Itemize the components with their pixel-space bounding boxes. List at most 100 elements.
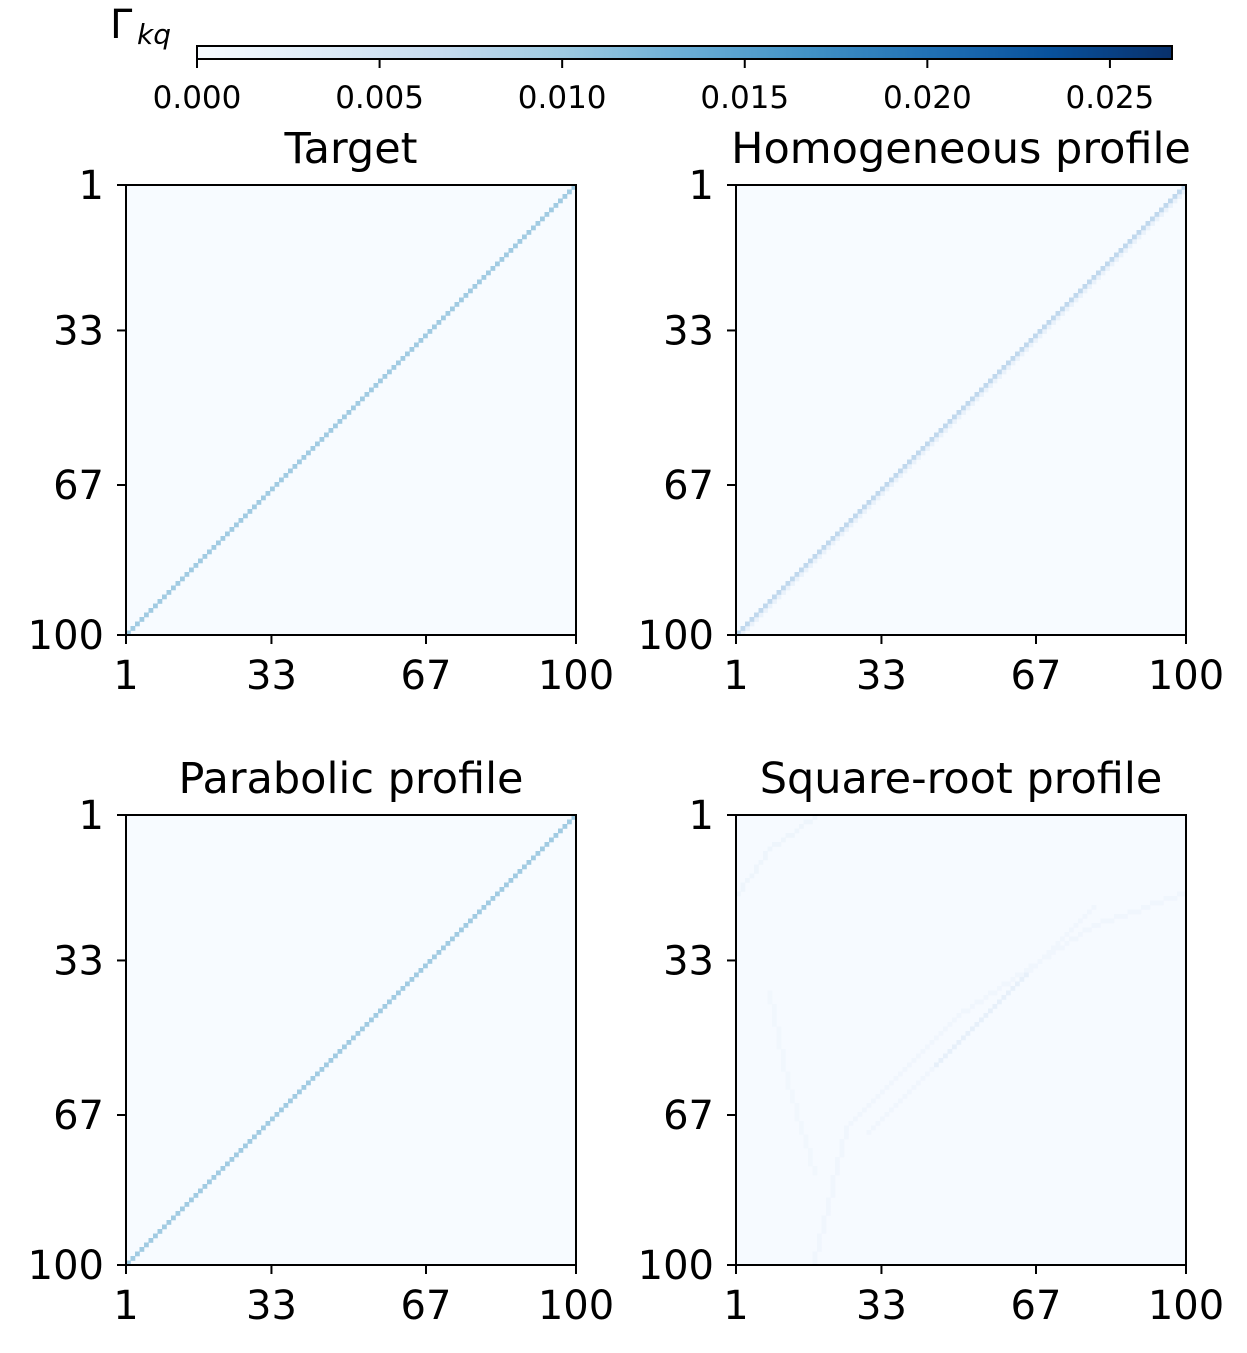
heatmap-diagonal-cell [875,491,881,496]
heatmap-diagonal-cell [736,630,741,636]
heatmap-arc-cell [853,1116,858,1122]
heatmap-arc-cell [1055,945,1061,951]
colorbar: Γ kq 0.000 0.005 0.010 0.015 0.020 0.025 [110,2,1173,116]
heatmap-diagonal-cell [974,1022,980,1027]
heatmap-diagonal-cell [450,936,455,942]
colorbar-tick-label: 0.020 [883,80,972,116]
heatmap-diagonal-cell [216,540,221,546]
heatmap-arc-cell [794,1103,800,1108]
heatmap-arc-cell [776,1044,782,1050]
heatmap-arc-cell [898,1071,903,1077]
heatmap-diagonal-cell [400,986,406,991]
heatmap-arc-cell [808,1157,813,1162]
heatmap-diagonal-cell [414,342,419,348]
heatmap-diagonal-cell [553,203,559,208]
heatmap-diagonal-cell [319,1067,325,1072]
heatmap-arc-cell [875,1094,881,1099]
heatmap-diagonal-cell [979,387,984,393]
heatmap-arc-cell [893,1076,899,1081]
axes-frame [735,814,1187,1266]
heatmap-band-cell [1078,293,1083,298]
heatmap-diagonal-cell [274,1112,280,1117]
heatmap-diagonal-cell [355,1031,361,1036]
heatmap-arc-cell [826,1197,831,1203]
heatmap-band-cell [1037,333,1043,339]
heatmap-arc-cell [745,878,750,883]
heatmap-arc-cell [938,1031,944,1036]
heatmap-diagonal-cell [758,608,764,613]
heatmap-arc-cell [776,842,782,847]
heatmap-diagonal-cell [364,392,370,397]
heatmap-diagonal-cell [499,887,505,892]
heatmap-diagonal-cell [983,1013,989,1018]
panel-title: Target [283,124,417,174]
heatmap-diagonal-cell [175,581,181,586]
x-tick-label: 100 [538,1283,614,1329]
heatmap-diagonal-cell [252,504,257,510]
heatmap-band-cell [1181,189,1187,195]
heatmap-diagonal-cell [405,351,410,357]
heatmap-arc-cell [1100,918,1106,924]
colorbar-label: Γ [110,2,133,48]
heatmap-diagonal-cell [162,594,167,600]
heatmap-diagonal-cell [1001,995,1007,1000]
heatmap-band-cell [934,437,939,442]
heatmap-arc-cell [776,1031,782,1036]
heatmap-arc-cell [1001,981,1007,987]
heatmap-arc-cell [844,1125,849,1131]
heatmap-diagonal-cell [997,369,1002,375]
y-tick-label: 100 [28,613,104,659]
x-tick-label: 1 [113,1283,138,1329]
heatmap-arc-cell [1105,918,1110,924]
heatmap-diagonal-cell [427,959,433,964]
heatmap-diagonal-cell [956,410,962,415]
heatmap-diagonal-cell [144,1242,149,1248]
heatmap-band-cell [1091,279,1097,285]
heatmap-band-cell [767,603,773,609]
heatmap-diagonal-cell [148,1238,154,1243]
heatmap-diagonal-cell [1037,959,1043,964]
heatmap-diagonal-cell [1015,351,1020,357]
heatmap-arc-cell [776,1035,782,1041]
heatmap-diagonal-cell [180,576,185,582]
heatmap-diagonal-cell [540,216,545,222]
heatmap-diagonal-cell [943,423,948,429]
heatmap-diagonal-cell [1100,266,1106,271]
heatmap-band-cell [835,536,840,541]
x-tick-label: 67 [1011,653,1062,699]
heatmap-diagonal-cell [1114,252,1119,258]
heatmap-band-cell [821,549,827,555]
heatmap-band-cell [1073,297,1079,303]
heatmap-band-cell [1177,194,1182,199]
heatmap-diagonal-cell [193,563,199,568]
heatmap-diagonal-cell [126,1260,131,1266]
heatmap-diagonal-cell [369,1017,374,1023]
heatmap-arc-cell [839,1139,845,1144]
heatmap-diagonal-cell [544,842,550,847]
heatmap-arc-cell [871,1098,876,1104]
heatmap-band-cell [808,563,813,568]
heatmap-arc-cell [785,1071,791,1077]
heatmap-diagonal-cell [252,1134,257,1140]
heatmap-band-cell [1033,338,1038,343]
heatmap-diagonal-cell [256,500,262,505]
heatmap-diagonal-cell [880,1116,885,1122]
heatmap-arc-cell [848,1121,854,1126]
heatmap-arc-cell [826,1211,831,1216]
heatmap-arc-cell [1132,909,1137,915]
panel-title: Parabolic profile [178,754,523,804]
heatmap-diagonal-cell [1087,909,1092,915]
heatmap-diagonal-cell [866,500,872,505]
heatmap-diagonal-cell [486,270,491,276]
heatmap-diagonal-cell [974,392,980,397]
heatmap-diagonal-cell [175,1211,181,1216]
heatmap-band-cell [817,554,822,559]
x-tick-label: 67 [401,653,452,699]
colorbar-tick-label: 0.025 [1066,80,1155,116]
heatmap-diagonal-cell [1037,329,1043,334]
heatmap-diagonal-cell [360,1026,365,1032]
heatmap-arc-cell [781,1053,786,1059]
heatmap-arc-cell [916,1053,921,1059]
heatmap-arc-cell [812,815,818,820]
heatmap-diagonal-cell [567,189,572,195]
